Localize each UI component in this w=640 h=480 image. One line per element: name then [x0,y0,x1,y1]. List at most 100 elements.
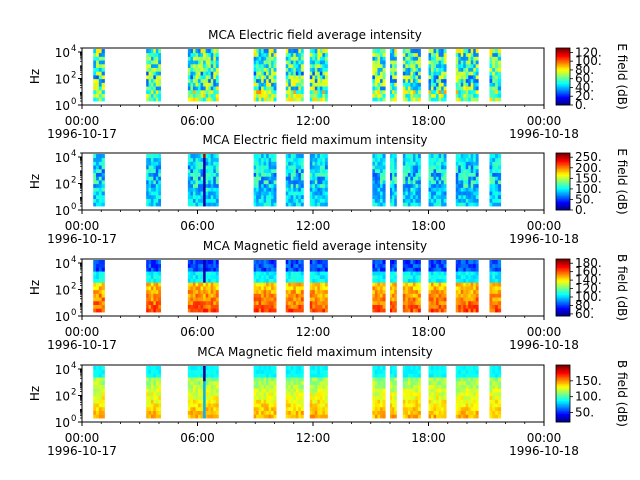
spectrogram-cell [312,289,316,294]
spectrogram-cell [258,267,262,272]
colorbar-swatch [556,195,570,198]
spectrogram-cell [455,308,459,313]
spectrogram-cell [455,366,459,371]
spectrogram-cell [271,395,275,400]
spectrogram-cell [495,263,499,268]
spectrogram-cell [263,289,267,294]
spectrogram-cell [93,63,97,68]
spectrogram-cell [271,194,275,199]
spectrogram-cell [470,168,474,173]
spectrogram-cell [192,168,196,173]
spectrogram-cell [261,410,265,415]
colorbar-swatch [556,284,570,287]
spectrogram-cell [374,274,378,279]
spectrogram-cell [377,406,381,411]
spectrogram-cell [317,395,321,400]
spectrogram-cell [205,282,209,287]
spectrogram-cell [380,403,384,408]
spectrogram-cell [208,274,212,279]
spectrogram-cell [253,63,257,68]
spectrogram-cell [489,202,493,207]
colorbar-swatch [556,60,570,63]
spectrogram-cell [382,63,386,68]
spectrogram-cell [407,282,411,287]
spectrogram-cell [200,63,204,68]
spectrogram-cell [392,304,395,309]
spectrogram-cell [298,71,302,76]
spectrogram-cell [402,191,406,196]
spectrogram-cell [319,271,323,276]
spectrogram-cell [298,373,302,378]
spectrogram-cell [146,308,149,313]
spectrogram-cell [153,198,157,203]
spectrogram-cell [460,89,464,94]
spectrogram-cell [412,75,416,80]
spectrogram-cell [407,82,411,87]
spectrogram-cell [192,286,196,291]
spectrogram-cell [261,52,265,57]
spectrogram-cell [489,263,493,268]
spectrogram-cell [148,263,152,268]
spectrogram-cell [441,198,445,203]
data-segment [93,366,105,419]
spectrogram-cell [253,267,257,272]
spectrogram-cell [266,172,270,177]
spectrogram-cell [412,403,416,408]
spectrogram-cell [412,63,416,68]
spectrogram-cell [192,384,196,389]
spectrogram-cell [443,75,447,80]
spectrogram-cell [273,410,277,415]
spectrogram-cell [460,157,464,162]
spectrogram-cell [319,63,323,68]
spectrogram-cell [146,384,149,389]
spectrogram-cell [463,410,467,415]
spectrogram-cell [458,373,462,378]
spectrogram-cell [377,399,381,404]
spectrogram-cell [473,67,477,72]
spectrogram-cell [415,392,419,397]
spectrogram-cell [382,274,386,279]
spectrogram-cell [195,191,199,196]
spectrogram [93,49,502,102]
spectrogram-cell [417,274,421,279]
spectrogram-cell [324,165,328,170]
spectrogram-cell [253,410,257,415]
spectrogram-cell [213,52,217,57]
spectrogram-cell [273,414,277,419]
spectrogram-cell [203,183,207,188]
spectrogram-cell [198,52,201,57]
spectrogram-cell [460,406,464,411]
spectrogram-cell [93,271,97,276]
spectrogram-cell [312,293,316,298]
spectrogram-cell [436,410,439,415]
spectrogram-cell [273,388,277,393]
spectrogram-cell [200,194,204,199]
spectrogram-cell [98,297,103,302]
spectrogram-cell [205,52,209,57]
spectrogram-cell [215,406,219,411]
spectrogram-cell [285,392,289,397]
spectrogram-cell [372,282,376,287]
spectrogram-cell [428,271,432,276]
spectrogram-cell [436,399,439,404]
spectrogram-cell [98,52,103,57]
spectrogram-cell [428,176,432,181]
spectrogram-cell [374,63,378,68]
spectrogram-cell [205,202,209,207]
spectrogram-cell [271,180,275,185]
spectrogram-cell [431,198,434,203]
spectrogram-cell [98,183,103,188]
spectrogram-cell [372,75,376,80]
spectrogram-cell [298,183,302,188]
spectrogram-cell [295,78,299,83]
spectrogram-cell [290,78,294,83]
spectrogram-cell [319,274,323,279]
spectrogram-cell [417,384,421,389]
colorbar-swatch [556,85,570,87]
spectrogram-cell [215,304,219,309]
spectrogram-cell [412,399,416,404]
spectrogram-cell [150,49,154,54]
spectrogram-cell [312,157,316,162]
spectrogram-cell [187,304,191,309]
spectrogram-cell [433,406,437,411]
